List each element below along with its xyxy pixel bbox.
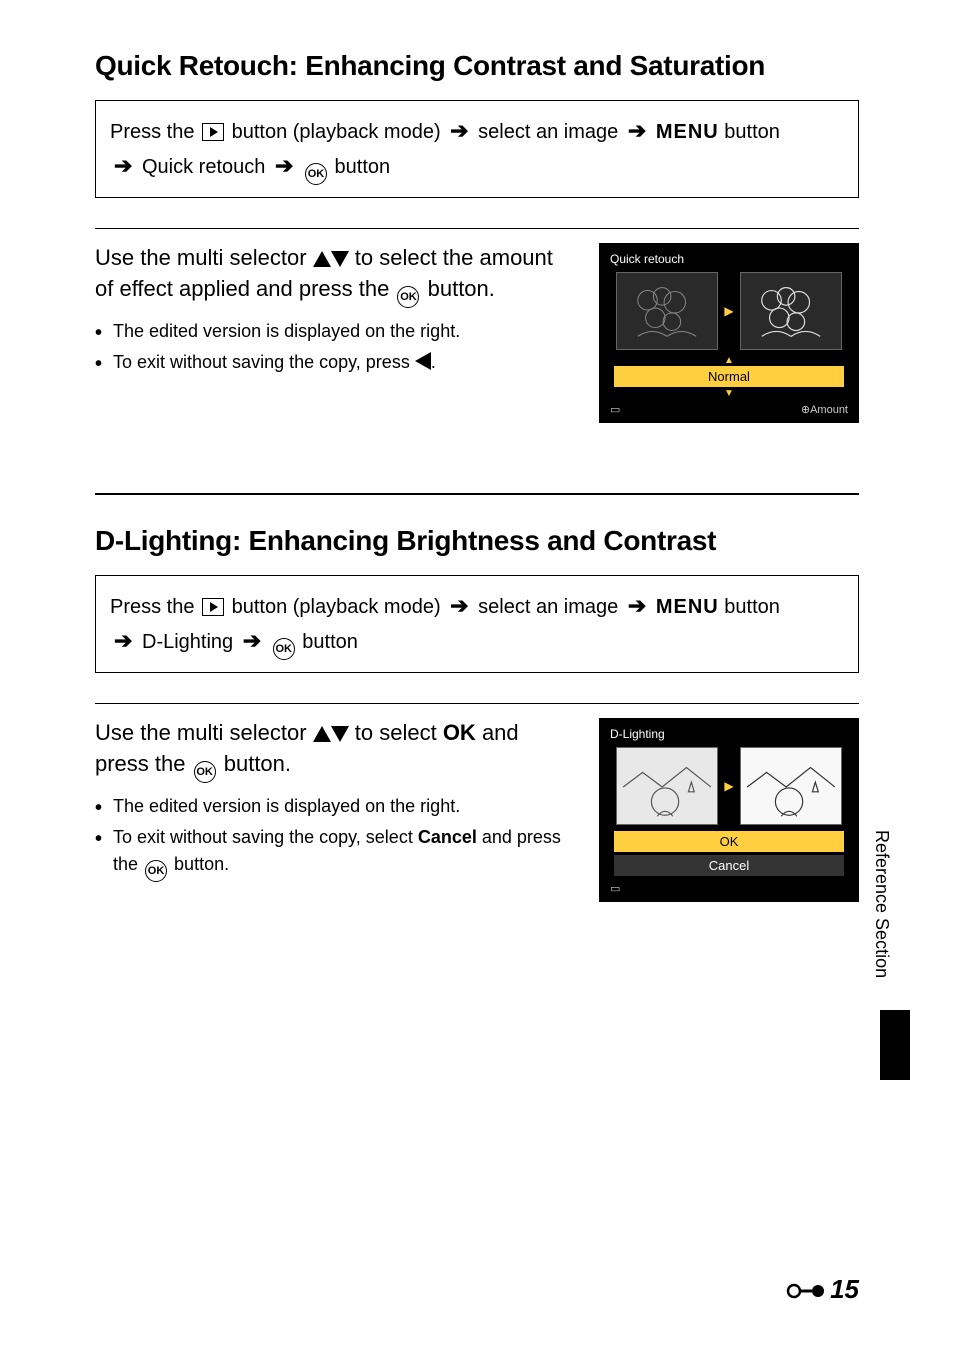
instruction-title: Use the multi selector to select OK and … [95, 718, 575, 783]
down-icon [331, 251, 349, 267]
divider [95, 703, 859, 704]
left-icon [415, 352, 431, 370]
playback-icon [202, 123, 224, 141]
down-icon [331, 726, 349, 742]
lcd-option-cancel[interactable]: Cancel [614, 855, 844, 876]
text: Quick retouch [142, 156, 271, 178]
breadcrumb-box-2: Press the button (playback mode) ➔ selec… [95, 575, 859, 673]
text: To exit without saving the copy, select [113, 827, 418, 847]
divider [95, 228, 859, 229]
text: button (playback mode) [232, 121, 447, 143]
reference-icon [786, 1274, 826, 1305]
arrow-right-icon: ➔ [450, 118, 468, 143]
instruction-row-2: Use the multi selector to select OK and … [95, 718, 859, 902]
side-section-label: Reference Section [871, 830, 892, 978]
instruction-text-1: Use the multi selector to select the amo… [95, 243, 575, 380]
section-title-2: D-Lighting: Enhancing Brightness and Con… [95, 525, 859, 557]
lcd-title: Quick retouch [606, 252, 852, 272]
text: D-Lighting [142, 631, 239, 653]
text: Press the [110, 121, 194, 143]
instruction-text-2: Use the multi selector to select OK and … [95, 718, 575, 886]
lcd-footer: ▭ ⊕Amount [606, 399, 852, 416]
chevron-right-icon: ▶ [724, 780, 733, 792]
lcd-thumbs: ▶ [606, 747, 852, 825]
arrow-right-icon: ➔ [275, 153, 293, 178]
bullet-list: The edited version is displayed on the r… [95, 793, 575, 882]
text: to select [355, 720, 443, 745]
page-footer: 15 [786, 1274, 859, 1305]
lcd-footer-label: ⊕Amount [801, 403, 848, 416]
text: Use the multi selector [95, 245, 313, 270]
ok-icon: OK [305, 163, 327, 185]
text: button [724, 596, 780, 618]
thumb-before [616, 272, 718, 350]
menu-label: MENU [656, 596, 719, 618]
ok-icon: OK [397, 286, 419, 308]
playback-icon [202, 598, 224, 616]
lcd-selection[interactable]: Normal [614, 366, 844, 387]
cancel-word: Cancel [418, 827, 477, 847]
menu-label: MENU [656, 121, 719, 143]
up-icon [313, 726, 331, 742]
lcd-thumbs: ▶ [606, 272, 852, 350]
arrow-right-icon: ➔ [628, 118, 646, 143]
text: . [431, 352, 436, 372]
text: button [302, 631, 358, 653]
lcd-option-ok[interactable]: OK [614, 831, 844, 852]
lcd-preview-quick-retouch: Quick retouch ▶ ▲ Normal ▼ ▭ ⊕Amount [599, 243, 859, 423]
bullet: The edited version is displayed on the r… [95, 793, 575, 820]
text: button. [224, 751, 291, 776]
text: button. [174, 854, 229, 874]
ok-icon: OK [273, 638, 295, 660]
instruction-row-1: Use the multi selector to select the amo… [95, 243, 859, 423]
text: Use the multi selector [95, 720, 313, 745]
text: button (playback mode) [232, 596, 447, 618]
back-icon: ▭ [610, 403, 620, 416]
text: button. [428, 276, 495, 301]
up-icon [313, 251, 331, 267]
text: select an image [478, 121, 624, 143]
breadcrumb-box-1: Press the button (playback mode) ➔ selec… [95, 100, 859, 198]
up-indicator-icon: ▲ [606, 356, 852, 366]
arrow-right-icon: ➔ [114, 153, 132, 178]
section-title-1: Quick Retouch: Enhancing Contrast and Sa… [95, 50, 859, 82]
instruction-title: Use the multi selector to select the amo… [95, 243, 575, 308]
lcd-options: OK Cancel [614, 831, 844, 876]
text: button [724, 121, 780, 143]
thumb-after [740, 272, 842, 350]
arrow-right-icon: ➔ [628, 593, 646, 618]
text: Press the [110, 596, 194, 618]
lcd-preview-d-lighting: D-Lighting ▶ OK Cancel ▭ [599, 718, 859, 902]
chevron-right-icon: ▶ [724, 305, 733, 317]
lcd-title: D-Lighting [606, 727, 852, 747]
arrow-right-icon: ➔ [243, 628, 261, 653]
section-divider [95, 493, 859, 495]
ok-icon: OK [145, 860, 167, 882]
back-icon: ▭ [610, 882, 620, 895]
ok-icon: OK [194, 761, 216, 783]
ok-word: OK [443, 720, 476, 745]
text: select an image [478, 596, 624, 618]
thumb-after [740, 747, 842, 825]
bullet: To exit without saving the copy, select … [95, 824, 575, 882]
bullet: To exit without saving the copy, press . [95, 349, 575, 376]
lcd-footer: ▭ [606, 878, 852, 895]
page-number: 15 [830, 1274, 859, 1305]
text: To exit without saving the copy, press [113, 352, 415, 372]
thumb-before [616, 747, 718, 825]
text: button [335, 156, 391, 178]
arrow-right-icon: ➔ [450, 593, 468, 618]
bullet: The edited version is displayed on the r… [95, 318, 575, 345]
down-indicator-icon: ▼ [606, 389, 852, 399]
arrow-right-icon: ➔ [114, 628, 132, 653]
bullet-list: The edited version is displayed on the r… [95, 318, 575, 376]
side-tab [880, 1010, 910, 1080]
